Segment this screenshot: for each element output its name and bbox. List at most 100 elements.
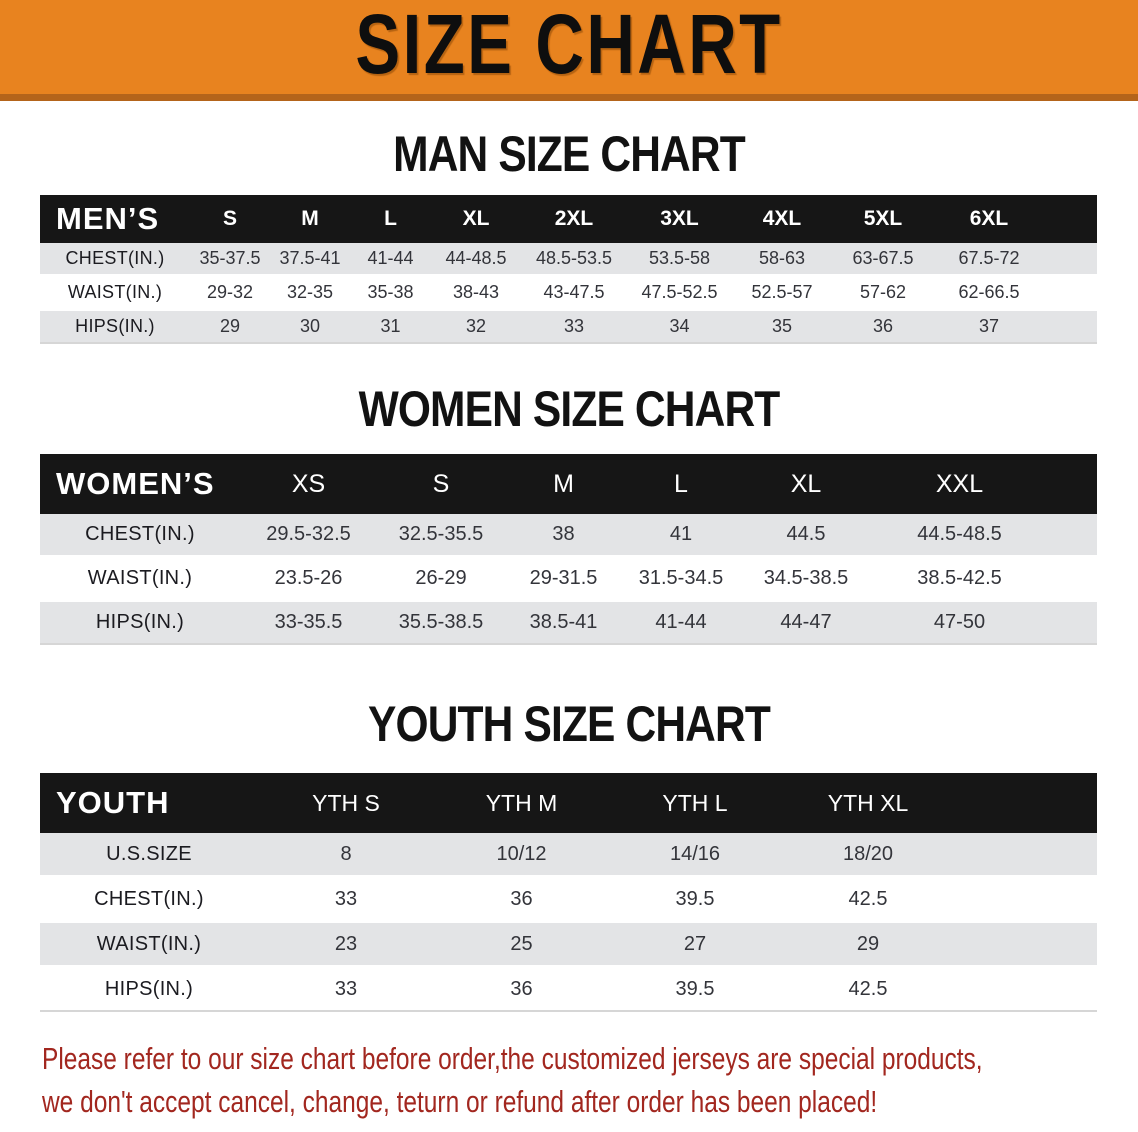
men-header-row: MEN’S S M L XL 2XL 3XL 4XL 5XL 6XL	[40, 195, 1097, 243]
youth-waist-xl: 29	[781, 921, 955, 968]
youth-size-header-s: YTH S	[258, 773, 434, 833]
men-hips-row: HIPS(IN.) 29 30 31 32 33 34 35 36 37	[40, 309, 1097, 344]
youth-waist-m: 25	[434, 921, 609, 968]
youth-chest-l: 39.5	[609, 876, 781, 923]
women-hips-xxl: 47-50	[872, 600, 1047, 645]
youth-hips-label: HIPS(IN.)	[40, 966, 258, 1012]
youth-waist-label: WAIST(IN.)	[40, 921, 258, 968]
youth-waist-l: 27	[609, 921, 781, 968]
women-size-header-xl: XL	[740, 454, 872, 514]
women-waist-m: 29-31.5	[505, 556, 622, 602]
men-waist-row: WAIST(IN.) 29-32 32-35 35-38 38-43 43-47…	[40, 275, 1097, 311]
men-waist-3xl: 47.5-52.5	[627, 275, 732, 311]
filler-cell	[955, 966, 1097, 1012]
women-chest-label: CHEST(IN.)	[40, 514, 240, 558]
men-waist-l: 35-38	[350, 275, 431, 311]
footer-warning-line-2: we don't accept cancel, change, teturn o…	[42, 1084, 878, 1119]
filler-cell	[1047, 556, 1097, 602]
youth-hips-m: 36	[434, 966, 609, 1012]
women-chest-l: 41	[622, 514, 740, 558]
youth-section-heading: YOUTH SIZE CHART	[368, 696, 771, 752]
men-waist-m: 32-35	[270, 275, 350, 311]
women-waist-s: 26-29	[377, 556, 505, 602]
women-size-table: WOMEN’S XS S M L XL XXL CHEST(IN.) 29.5-…	[40, 454, 1097, 645]
men-chest-row: CHEST(IN.) 35-37.5 37.5-41 41-44 44-48.5…	[40, 243, 1097, 277]
filler-cell	[1044, 275, 1097, 311]
women-hips-label: HIPS(IN.)	[40, 600, 240, 645]
filler-cell	[1044, 243, 1097, 277]
youth-ussize-m: 10/12	[434, 833, 609, 878]
youth-chest-xl: 42.5	[781, 876, 955, 923]
men-hips-s: 29	[190, 309, 270, 344]
women-hips-xl: 44-47	[740, 600, 872, 645]
youth-ussize-s: 8	[258, 833, 434, 878]
women-header-row: WOMEN’S XS S M L XL XXL	[40, 454, 1097, 514]
men-waist-6xl: 62-66.5	[934, 275, 1044, 311]
men-chest-label: CHEST(IN.)	[40, 243, 190, 277]
women-hips-xs: 33-35.5	[240, 600, 377, 645]
youth-size-header-m: YTH M	[434, 773, 609, 833]
youth-chest-m: 36	[434, 876, 609, 923]
youth-chest-s: 33	[258, 876, 434, 923]
men-chest-5xl: 63-67.5	[832, 243, 934, 277]
men-chest-s: 35-37.5	[190, 243, 270, 277]
women-section-heading: WOMEN SIZE CHART	[358, 381, 781, 437]
youth-chest-row: CHEST(IN.) 33 36 39.5 42.5	[40, 876, 1097, 923]
filler-cell	[1047, 600, 1097, 645]
women-chest-xxl: 44.5-48.5	[872, 514, 1047, 558]
men-hips-2xl: 33	[521, 309, 627, 344]
men-hips-label: HIPS(IN.)	[40, 309, 190, 344]
youth-hips-xl: 42.5	[781, 966, 955, 1012]
women-hips-row: HIPS(IN.) 33-35.5 35.5-38.5 38.5-41 41-4…	[40, 600, 1097, 645]
youth-ussize-row: U.S.SIZE 8 10/12 14/16 18/20	[40, 833, 1097, 878]
men-chest-m: 37.5-41	[270, 243, 350, 277]
filler-cell	[955, 921, 1097, 968]
filler-cell	[955, 876, 1097, 923]
men-size-header-l: L	[350, 195, 431, 243]
youth-hips-row: HIPS(IN.) 33 36 39.5 42.5	[40, 966, 1097, 1012]
men-hips-xl: 32	[431, 309, 521, 344]
youth-size-header-l: YTH L	[609, 773, 781, 833]
women-size-header-m: M	[505, 454, 622, 514]
men-hips-3xl: 34	[627, 309, 732, 344]
women-size-header-s: S	[377, 454, 505, 514]
men-hips-l: 31	[350, 309, 431, 344]
banner: SIZE CHART	[0, 0, 1138, 101]
men-waist-4xl: 52.5-57	[732, 275, 832, 311]
men-size-header-m: M	[270, 195, 350, 243]
men-chest-l: 41-44	[350, 243, 431, 277]
men-waist-label: WAIST(IN.)	[40, 275, 190, 311]
women-chest-row: CHEST(IN.) 29.5-32.5 32.5-35.5 38 41 44.…	[40, 514, 1097, 558]
men-waist-2xl: 43-47.5	[521, 275, 627, 311]
youth-hips-s: 33	[258, 966, 434, 1012]
men-chest-xl: 44-48.5	[431, 243, 521, 277]
youth-header-filler	[955, 773, 1097, 833]
men-size-header-s: S	[190, 195, 270, 243]
women-waist-xs: 23.5-26	[240, 556, 377, 602]
women-chest-s: 32.5-35.5	[377, 514, 505, 558]
women-waist-row: WAIST(IN.) 23.5-26 26-29 29-31.5 31.5-34…	[40, 556, 1097, 602]
youth-ussize-l: 14/16	[609, 833, 781, 878]
youth-size-header-xl: YTH XL	[781, 773, 955, 833]
women-chest-xs: 29.5-32.5	[240, 514, 377, 558]
footer-warning-line-1: Please refer to our size chart before or…	[42, 1041, 983, 1076]
filler-cell	[955, 833, 1097, 878]
men-header-filler	[1044, 195, 1097, 243]
footer-warning: Please refer to our size chart before or…	[42, 1037, 1138, 1123]
men-waist-s: 29-32	[190, 275, 270, 311]
youth-corner-label: YOUTH	[40, 773, 258, 833]
men-waist-5xl: 57-62	[832, 275, 934, 311]
men-size-header-6xl: 6XL	[934, 195, 1044, 243]
youth-ussize-xl: 18/20	[781, 833, 955, 878]
men-hips-4xl: 35	[732, 309, 832, 344]
women-hips-m: 38.5-41	[505, 600, 622, 645]
filler-cell	[1044, 309, 1097, 344]
women-size-header-xxl: XXL	[872, 454, 1047, 514]
men-chest-2xl: 48.5-53.5	[521, 243, 627, 277]
youth-ussize-label: U.S.SIZE	[40, 833, 258, 878]
banner-title: SIZE CHART	[355, 0, 783, 91]
women-hips-l: 41-44	[622, 600, 740, 645]
men-waist-xl: 38-43	[431, 275, 521, 311]
women-hips-s: 35.5-38.5	[377, 600, 505, 645]
